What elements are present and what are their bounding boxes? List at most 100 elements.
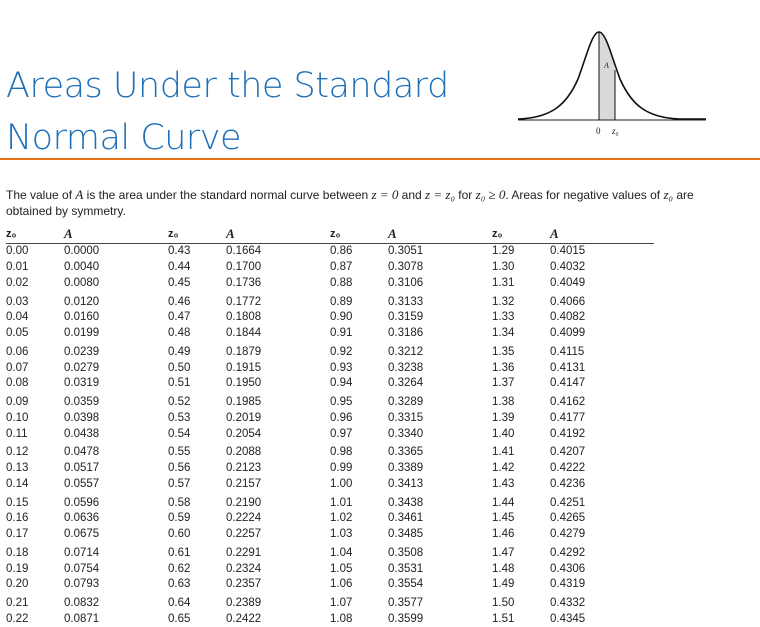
- z0-cell: 0.59: [168, 511, 226, 527]
- z0-cell: 0.13: [6, 461, 64, 477]
- z0-cell: 0.88: [330, 276, 388, 292]
- area-cell: 0.3461: [388, 511, 492, 527]
- z0-cell: 0.63: [168, 577, 226, 593]
- z0-cell: 1.51: [492, 612, 550, 627]
- z0-cell: 0.09: [6, 392, 64, 411]
- area-cell: 0.0398: [64, 411, 168, 427]
- area-cell: 0.3159: [388, 310, 492, 326]
- area-cell: 0.0120: [64, 291, 168, 310]
- z0-cell: 1.33: [492, 310, 550, 326]
- area-cell: 0.1808: [226, 310, 330, 326]
- area-cell: 0.0000: [64, 244, 168, 260]
- area-cell: 0.2257: [226, 527, 330, 543]
- area-cell: 0.3106: [388, 276, 492, 292]
- z0-cell: 0.97: [330, 426, 388, 442]
- area-cell: 0.1879: [226, 342, 330, 361]
- area-cell: 0.0714: [64, 543, 168, 562]
- area-cell: 0.0793: [64, 577, 168, 593]
- z0-cell: 1.46: [492, 527, 550, 543]
- z0-cell: 0.52: [168, 392, 226, 411]
- z0-cell: 0.64: [168, 593, 226, 612]
- z0-cell: 0.99: [330, 461, 388, 477]
- area-cell: 0.2190: [226, 492, 330, 511]
- z0-cell: 1.43: [492, 477, 550, 493]
- z0-label: z₀: [611, 126, 619, 136]
- z0-cell: 1.40: [492, 426, 550, 442]
- area-cell: 0.3508: [388, 543, 492, 562]
- z0-cell: 0.98: [330, 442, 388, 461]
- z0-cell: 1.02: [330, 511, 388, 527]
- z0-cell: 0.54: [168, 426, 226, 442]
- area-cell: 0.4345: [550, 612, 654, 627]
- area-cell: 0.0199: [64, 326, 168, 342]
- page-title: Areas Under the Standard Normal Curve: [6, 60, 449, 164]
- z0-cell: 1.31: [492, 276, 550, 292]
- normal-curve-figure: A 0 z₀: [512, 24, 712, 140]
- area-cell: 0.3389: [388, 461, 492, 477]
- z0-cell: 0.11: [6, 426, 64, 442]
- area-cell: 0.2357: [226, 577, 330, 593]
- area-cell: 0.4177: [550, 411, 654, 427]
- area-cell: 0.3413: [388, 477, 492, 493]
- z0-cell: 0.00: [6, 244, 64, 260]
- area-cell: 0.3051: [388, 244, 492, 260]
- z0-cell: 0.95: [330, 392, 388, 411]
- area-cell: 0.4251: [550, 492, 654, 511]
- area-cell: 0.0040: [64, 260, 168, 276]
- z0-cell: 1.47: [492, 543, 550, 562]
- z0-cell: 0.04: [6, 310, 64, 326]
- area-cell: 0.3365: [388, 442, 492, 461]
- area-cell: 0.4131: [550, 360, 654, 376]
- table-header-row: z₀ A z₀ A z₀ A z₀ A: [6, 225, 654, 244]
- area-cell: 0.3485: [388, 527, 492, 543]
- area-cell: 0.3577: [388, 593, 492, 612]
- area-cell: 0.4332: [550, 593, 654, 612]
- z0-cell: 0.60: [168, 527, 226, 543]
- z0-cell: 1.01: [330, 492, 388, 511]
- area-cell: 0.1700: [226, 260, 330, 276]
- header-a: A: [388, 225, 492, 244]
- area-cell: 0.4066: [550, 291, 654, 310]
- z0-cell: 0.02: [6, 276, 64, 292]
- area-cell: 0.3289: [388, 392, 492, 411]
- page-title-line-1: Areas Under the Standard: [6, 60, 449, 112]
- area-cell: 0.0478: [64, 442, 168, 461]
- area-cell: 0.1772: [226, 291, 330, 310]
- z0-cell: 1.48: [492, 561, 550, 577]
- area-cell: 0.4015: [550, 244, 654, 260]
- area-cell: 0.3531: [388, 561, 492, 577]
- z0-cell: 0.65: [168, 612, 226, 627]
- z0-cell: 0.20: [6, 577, 64, 593]
- area-cell: 0.2123: [226, 461, 330, 477]
- area-cell: 0.3238: [388, 360, 492, 376]
- area-cell: 0.1664: [226, 244, 330, 260]
- area-cell: 0.4049: [550, 276, 654, 292]
- z0-cell: 0.47: [168, 310, 226, 326]
- z0-cell: 0.10: [6, 411, 64, 427]
- z0-cell: 1.50: [492, 593, 550, 612]
- header-z0: z₀: [6, 225, 64, 244]
- area-cell: 0.0438: [64, 426, 168, 442]
- area-cell: 0.3315: [388, 411, 492, 427]
- z0-cell: 0.22: [6, 612, 64, 627]
- z0-cell: 0.86: [330, 244, 388, 260]
- area-cell: 0.0832: [64, 593, 168, 612]
- z0-cell: 0.49: [168, 342, 226, 361]
- z0-cell: 1.38: [492, 392, 550, 411]
- header-a: A: [226, 225, 330, 244]
- area-cell: 0.0557: [64, 477, 168, 493]
- z0-cell: 1.37: [492, 376, 550, 392]
- area-cell: 0.3078: [388, 260, 492, 276]
- z0-cell: 0.43: [168, 244, 226, 260]
- area-cell: 0.2389: [226, 593, 330, 612]
- z0-cell: 0.08: [6, 376, 64, 392]
